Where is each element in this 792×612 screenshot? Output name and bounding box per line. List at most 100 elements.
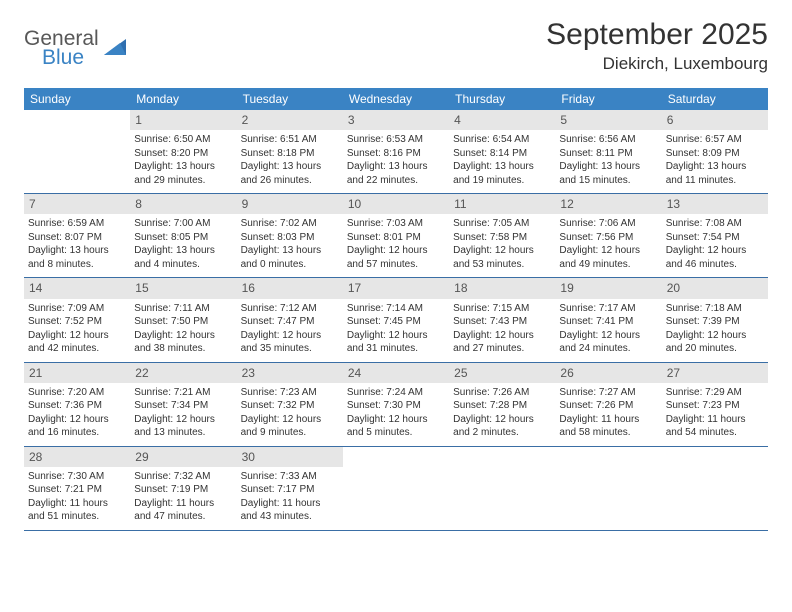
sunrise-text: Sunrise: 7:03 AM bbox=[347, 217, 445, 231]
sunset-text: Sunset: 7:56 PM bbox=[559, 231, 657, 245]
day-number: 30 bbox=[237, 447, 343, 467]
sunset-text: Sunset: 8:03 PM bbox=[241, 231, 339, 245]
page: General Blue September 2025 Diekirch, Lu… bbox=[0, 0, 792, 549]
day-cell: 3 Sunrise: 6:53 AMSunset: 8:16 PMDaylight… bbox=[343, 110, 449, 193]
daylight-text: Daylight: 12 hours and 35 minutes. bbox=[241, 329, 339, 356]
day-cell bbox=[662, 447, 768, 530]
day-cell: 7Sunrise: 6:59 AMSunset: 8:07 PMDaylight… bbox=[24, 194, 130, 277]
daylight-text: Daylight: 12 hours and 27 minutes. bbox=[453, 329, 551, 356]
title-block: September 2025 Diekirch, Luxembourg bbox=[546, 18, 768, 74]
day-cell: 26Sunrise: 7:27 AMSunset: 7:26 PMDayligh… bbox=[555, 363, 661, 446]
sunrise-text: Sunrise: 7:02 AM bbox=[241, 217, 339, 231]
day-number bbox=[343, 447, 449, 451]
weekday-saturday: Saturday bbox=[662, 88, 768, 110]
sunrise-text: Sunrise: 6:51 AM bbox=[241, 133, 339, 147]
day-number: 20 bbox=[662, 278, 768, 298]
day-cell: 12Sunrise: 7:06 AMSunset: 7:56 PMDayligh… bbox=[555, 194, 661, 277]
sunrise-text: Sunrise: 7:18 AM bbox=[666, 302, 764, 316]
day-number: 4 bbox=[449, 110, 555, 130]
daylight-text: Daylight: 12 hours and 20 minutes. bbox=[666, 329, 764, 356]
sunrise-text: Sunrise: 7:15 AM bbox=[453, 302, 551, 316]
sunset-text: Sunset: 8:20 PM bbox=[134, 147, 232, 161]
day-number bbox=[555, 447, 661, 451]
day-cell: 21Sunrise: 7:20 AMSunset: 7:36 PMDayligh… bbox=[24, 363, 130, 446]
sunset-text: Sunset: 8:07 PM bbox=[28, 231, 126, 245]
daylight-text: Daylight: 12 hours and 42 minutes. bbox=[28, 329, 126, 356]
week-row: 1Sunrise: 6:50 AMSunset: 8:20 PMDaylight… bbox=[24, 110, 768, 194]
day-number: 23 bbox=[237, 363, 343, 383]
sunrise-text: Sunrise: 7:26 AM bbox=[453, 386, 551, 400]
daylight-text: Daylight: 12 hours and 9 minutes. bbox=[241, 413, 339, 440]
day-number: 1 bbox=[130, 110, 236, 130]
sunrise-text: Sunrise: 7:21 AM bbox=[134, 386, 232, 400]
sunset-text: Sunset: 8:05 PM bbox=[134, 231, 232, 245]
sunset-text: Sunset: 8:18 PM bbox=[241, 147, 339, 161]
sunset-text: Sunset: 8:01 PM bbox=[347, 231, 445, 245]
sunrise-text: Sunrise: 7:06 AM bbox=[559, 217, 657, 231]
sunrise-text: Sunrise: 7:00 AM bbox=[134, 217, 232, 231]
weekday-monday: Monday bbox=[130, 88, 236, 110]
day-cell: 23Sunrise: 7:23 AMSunset: 7:32 PMDayligh… bbox=[237, 363, 343, 446]
daylight-text: Daylight: 12 hours and 2 minutes. bbox=[453, 413, 551, 440]
sunset-text: Sunset: 7:43 PM bbox=[453, 315, 551, 329]
week-row: 7Sunrise: 6:59 AMSunset: 8:07 PMDaylight… bbox=[24, 194, 768, 278]
sunset-text: Sunset: 7:45 PM bbox=[347, 315, 445, 329]
day-cell: 4Sunrise: 6:54 AMSunset: 8:14 PMDaylight… bbox=[449, 110, 555, 193]
week-row: 14Sunrise: 7:09 AMSunset: 7:52 PMDayligh… bbox=[24, 278, 768, 362]
day-number: 9 bbox=[237, 194, 343, 214]
day-number: 3 bbox=[343, 110, 449, 130]
sunset-text: Sunset: 7:41 PM bbox=[559, 315, 657, 329]
day-cell: 27Sunrise: 7:29 AMSunset: 7:23 PMDayligh… bbox=[662, 363, 768, 446]
location-label: Diekirch, Luxembourg bbox=[546, 54, 768, 74]
sunset-text: Sunset: 8:09 PM bbox=[666, 147, 764, 161]
week-row: 28Sunrise: 7:30 AMSunset: 7:21 PMDayligh… bbox=[24, 447, 768, 531]
day-number: 6 bbox=[662, 110, 768, 130]
sunrise-text: Sunrise: 6:59 AM bbox=[28, 217, 126, 231]
day-cell: 16Sunrise: 7:12 AMSunset: 7:47 PMDayligh… bbox=[237, 278, 343, 361]
daylight-text: Daylight: 11 hours and 47 minutes. bbox=[134, 497, 232, 524]
day-cell: 2Sunrise: 6:51 AMSunset: 8:18 PMDaylight… bbox=[237, 110, 343, 193]
day-number bbox=[24, 110, 130, 114]
day-cell bbox=[24, 110, 130, 193]
sunset-text: Sunset: 7:23 PM bbox=[666, 399, 764, 413]
day-cell: 9 Sunrise: 7:02 AMSunset: 8:03 PMDaylight… bbox=[237, 194, 343, 277]
sunrise-text: Sunrise: 7:11 AM bbox=[134, 302, 232, 316]
sunrise-text: Sunrise: 7:29 AM bbox=[666, 386, 764, 400]
daylight-text: Daylight: 11 hours and 58 minutes. bbox=[559, 413, 657, 440]
day-cell: 1Sunrise: 6:50 AMSunset: 8:20 PMDaylight… bbox=[130, 110, 236, 193]
daylight-text: Daylight: 12 hours and 5 minutes. bbox=[347, 413, 445, 440]
day-number: 26 bbox=[555, 363, 661, 383]
sunrise-text: Sunrise: 7:05 AM bbox=[453, 217, 551, 231]
sunset-text: Sunset: 7:50 PM bbox=[134, 315, 232, 329]
sunrise-text: Sunrise: 6:53 AM bbox=[347, 133, 445, 147]
daylight-text: Daylight: 13 hours and 11 minutes. bbox=[666, 160, 764, 187]
daylight-text: Daylight: 12 hours and 57 minutes. bbox=[347, 244, 445, 271]
sunset-text: Sunset: 7:28 PM bbox=[453, 399, 551, 413]
sunrise-text: Sunrise: 7:12 AM bbox=[241, 302, 339, 316]
daylight-text: Daylight: 13 hours and 22 minutes. bbox=[347, 160, 445, 187]
day-cell bbox=[555, 447, 661, 530]
daylight-text: Daylight: 12 hours and 13 minutes. bbox=[134, 413, 232, 440]
sunrise-text: Sunrise: 7:30 AM bbox=[28, 470, 126, 484]
sunrise-text: Sunrise: 7:20 AM bbox=[28, 386, 126, 400]
sunset-text: Sunset: 7:32 PM bbox=[241, 399, 339, 413]
day-cell: 8Sunrise: 7:00 AMSunset: 8:05 PMDaylight… bbox=[130, 194, 236, 277]
weeks-container: 1Sunrise: 6:50 AMSunset: 8:20 PMDaylight… bbox=[24, 110, 768, 531]
day-number: 12 bbox=[555, 194, 661, 214]
day-cell: 24Sunrise: 7:24 AMSunset: 7:30 PMDayligh… bbox=[343, 363, 449, 446]
logo-word-blue: Blue bbox=[42, 47, 99, 68]
sunset-text: Sunset: 7:30 PM bbox=[347, 399, 445, 413]
day-cell: 29Sunrise: 7:32 AMSunset: 7:19 PMDayligh… bbox=[130, 447, 236, 530]
daylight-text: Daylight: 12 hours and 31 minutes. bbox=[347, 329, 445, 356]
day-number: 13 bbox=[662, 194, 768, 214]
sunset-text: Sunset: 8:16 PM bbox=[347, 147, 445, 161]
logo: General Blue bbox=[24, 18, 126, 68]
sunrise-text: Sunrise: 6:54 AM bbox=[453, 133, 551, 147]
sunrise-text: Sunrise: 6:57 AM bbox=[666, 133, 764, 147]
daylight-text: Daylight: 12 hours and 16 minutes. bbox=[28, 413, 126, 440]
daylight-text: Daylight: 13 hours and 0 minutes. bbox=[241, 244, 339, 271]
daylight-text: Daylight: 12 hours and 53 minutes. bbox=[453, 244, 551, 271]
calendar: Sunday Monday Tuesday Wednesday Thursday… bbox=[24, 88, 768, 531]
day-number: 28 bbox=[24, 447, 130, 467]
day-cell: 10Sunrise: 7:03 AMSunset: 8:01 PMDayligh… bbox=[343, 194, 449, 277]
